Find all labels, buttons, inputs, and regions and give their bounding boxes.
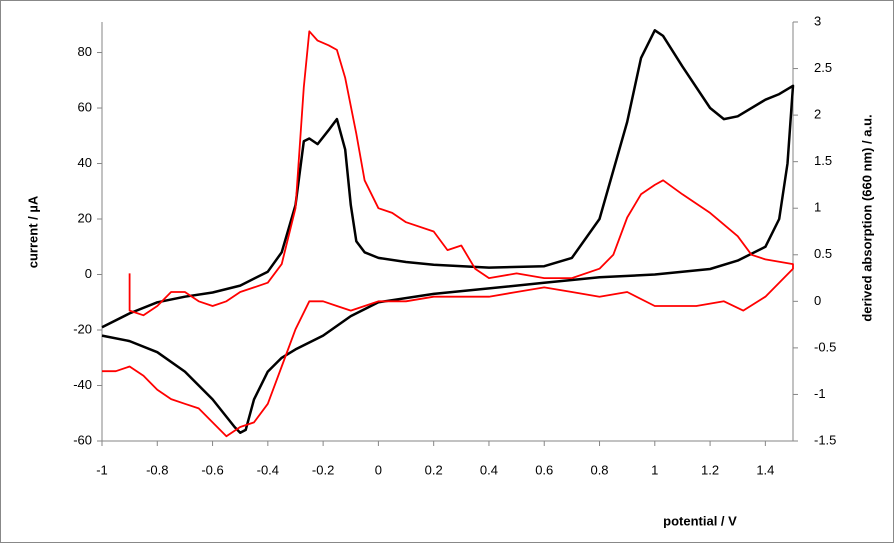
y2-axis-title: derived absorption (660 nm) / a.u. [859,114,874,321]
x-tick-label: 1 [651,462,658,477]
x-tick-label: 0.6 [535,462,553,477]
series-line [101,29,795,434]
y-tick-label: 80 [78,44,92,59]
x-tick-label: -0.6 [201,462,223,477]
y2-tick-label: 0 [814,293,821,308]
x-tick-label: -0.8 [146,462,168,477]
y-tick-label: 0 [85,266,92,281]
x-tick-label: 1.4 [756,462,774,477]
y-tick-label: 40 [78,155,92,170]
y2-tick-label: 2.5 [814,60,832,75]
y2-tick-label: 3 [814,13,821,28]
x-tick-label: -0.2 [312,462,334,477]
x-tick-label: 1.2 [701,462,719,477]
y-tick-label: 20 [78,210,92,225]
y-axis-title: current / µA [25,195,40,268]
y2-tick-label: 2 [814,107,821,122]
y2-tick-label: 1 [814,200,821,215]
y-tick-label: -20 [73,321,92,336]
y-tick-label: -60 [73,432,92,447]
y2-tick-label: -0.5 [814,339,836,354]
x-tick-label: 0.4 [480,462,498,477]
y-tick-label: -40 [73,377,92,392]
x-axis-title: potential / V [663,513,737,528]
y2-tick-label: 1.5 [814,153,832,168]
x-tick-label: 0 [375,462,382,477]
y2-tick-label: 0.5 [814,246,832,261]
x-tick-label: -0.4 [257,462,279,477]
y2-tick-label: -1.5 [814,432,836,447]
series-line [102,30,794,438]
x-tick-label: -1 [96,462,108,477]
y-tick-label: 60 [78,99,92,114]
x-tick-label: 0.2 [425,462,443,477]
y2-tick-label: -1 [814,386,826,401]
x-tick-label: 0.8 [590,462,608,477]
